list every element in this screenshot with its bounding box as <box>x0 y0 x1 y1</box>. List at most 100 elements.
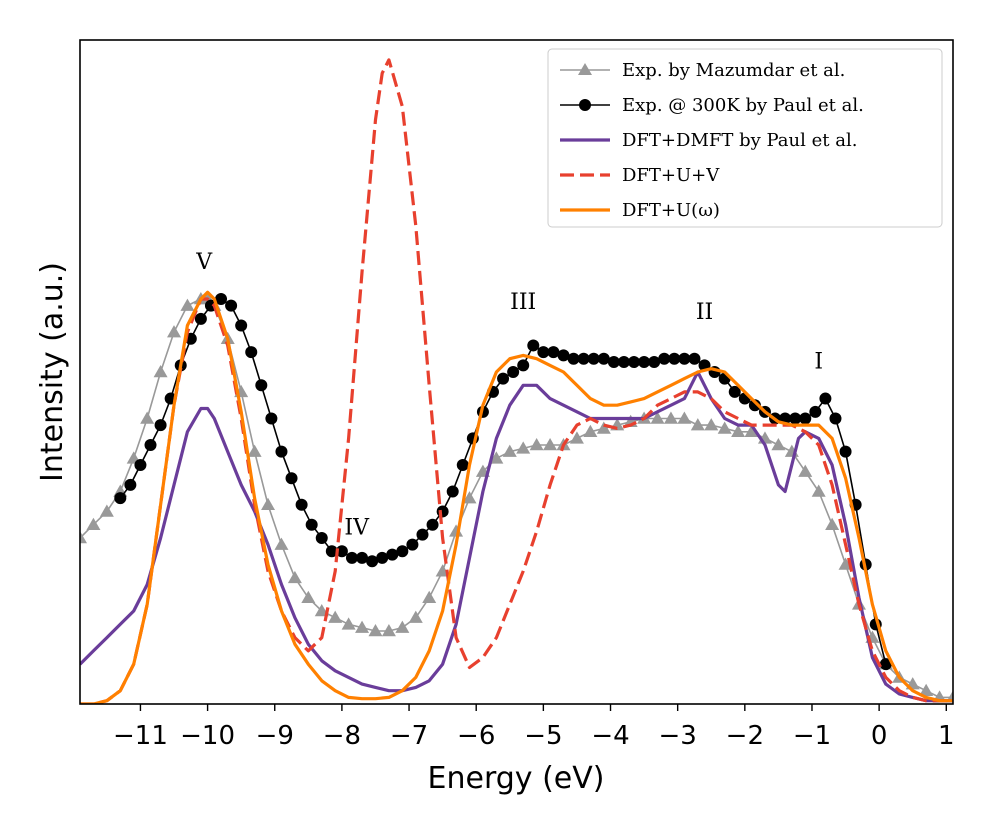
x-tick-label: −3 <box>659 721 697 751</box>
x-tick-label: −9 <box>256 721 294 751</box>
data-point <box>287 570 302 584</box>
data-point <box>587 352 600 365</box>
data-point <box>688 352 701 365</box>
data-point <box>247 444 262 457</box>
x-tick-label: −4 <box>591 721 629 751</box>
data-point <box>717 421 732 434</box>
data-point <box>809 405 822 418</box>
data-point <box>744 424 759 438</box>
peak-label: IV <box>344 516 370 541</box>
data-point <box>368 623 383 637</box>
data-point <box>406 538 419 551</box>
data-point <box>489 451 504 464</box>
data-point <box>275 445 288 458</box>
data-point <box>919 683 934 696</box>
data-point <box>567 352 580 365</box>
legend-label: Exp. @ 300K by Paul et al. <box>622 95 864 116</box>
data-point <box>274 537 289 550</box>
data-point <box>328 610 343 623</box>
peak-label: II <box>696 300 713 325</box>
data-point <box>678 352 691 365</box>
data-point <box>658 352 671 365</box>
legend: Exp. by Mazumdar et al. Exp. @ 300K by Pa… <box>547 48 943 228</box>
data-point <box>650 411 665 424</box>
data-point <box>255 379 268 392</box>
data-point <box>305 518 318 531</box>
series-3 <box>80 58 953 704</box>
series-line <box>119 298 887 665</box>
x-tick-label: −2 <box>726 721 764 751</box>
series-line <box>80 58 953 704</box>
data-point <box>376 551 389 564</box>
data-point <box>245 346 258 359</box>
data-point <box>154 419 167 432</box>
data-point <box>215 292 228 305</box>
data-point <box>557 349 570 362</box>
data-point <box>86 517 101 530</box>
x-tick-label: −1 <box>793 721 831 751</box>
peak-label: III <box>510 290 536 315</box>
legend-label: DFT+U+V <box>622 165 720 186</box>
series-layer <box>80 58 953 704</box>
data-point <box>617 356 630 369</box>
data-point <box>537 346 550 359</box>
data-point <box>114 492 127 505</box>
data-point <box>426 518 439 531</box>
data-point <box>607 356 620 369</box>
data-point <box>446 485 459 498</box>
peak-label: V <box>195 250 213 275</box>
data-point <box>748 399 761 412</box>
data-point <box>366 555 379 568</box>
data-point <box>301 590 316 604</box>
x-axis-title: Energy (eV) <box>428 761 605 796</box>
data-point <box>668 352 681 365</box>
legend-entry: DFT+DMFT by Paul et al. <box>560 130 857 151</box>
data-point <box>462 491 477 504</box>
legend-label: DFT+U(ω) <box>622 200 720 221</box>
data-point <box>315 532 328 544</box>
data-point <box>789 412 802 425</box>
legend-label: Exp. by Mazumdar et al. <box>622 60 845 81</box>
series-line <box>80 290 953 704</box>
data-point <box>677 411 692 424</box>
data-point <box>543 438 558 451</box>
data-point <box>517 359 530 372</box>
data-point <box>295 498 308 511</box>
x-tick-label: 1 <box>938 721 955 751</box>
data-point <box>396 545 409 558</box>
data-point <box>456 458 469 471</box>
data-point <box>285 472 298 485</box>
data-point <box>690 418 705 431</box>
data-point <box>235 319 248 332</box>
x-tick-label: 0 <box>871 721 888 751</box>
data-point <box>341 617 356 630</box>
data-point <box>798 464 813 477</box>
data-point <box>577 352 590 365</box>
series-0 <box>80 291 953 703</box>
data-point <box>134 458 147 471</box>
legend-entry: DFT+U(ω) <box>560 200 720 221</box>
data-point <box>261 497 276 511</box>
y-axis-title: Intensity (a.u.) <box>35 262 70 482</box>
legend-entry: Exp. by Mazumdar et al. <box>560 60 845 81</box>
data-point <box>879 658 892 671</box>
data-point <box>436 505 449 518</box>
x-tick-label: −10 <box>180 721 235 751</box>
data-point <box>153 365 168 378</box>
data-point <box>408 610 423 623</box>
data-point <box>355 620 370 633</box>
series-4 <box>80 290 953 704</box>
data-point <box>839 445 852 458</box>
data-point <box>638 356 651 369</box>
data-point <box>194 312 207 325</box>
data-point <box>529 438 544 451</box>
data-point <box>124 478 137 491</box>
legend-box <box>547 48 943 228</box>
data-point <box>527 339 540 352</box>
data-point <box>497 372 510 385</box>
data-point <box>325 545 338 558</box>
data-point <box>731 424 746 438</box>
data-point <box>799 412 812 425</box>
